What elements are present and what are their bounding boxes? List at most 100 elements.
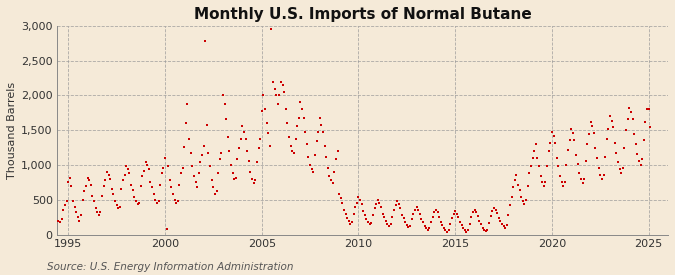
Point — [171, 200, 182, 205]
Point — [136, 184, 146, 188]
Point — [595, 173, 605, 177]
Point — [192, 185, 202, 189]
Point — [121, 164, 132, 169]
Point — [274, 93, 285, 98]
Point — [324, 174, 335, 178]
Point — [308, 170, 319, 174]
Point — [477, 226, 488, 230]
Point — [375, 205, 386, 209]
Point — [450, 209, 460, 213]
Point — [61, 199, 72, 204]
Point — [335, 196, 346, 201]
Point — [188, 174, 199, 178]
Point — [453, 215, 464, 219]
Point — [348, 211, 359, 216]
Point — [474, 219, 485, 224]
Point — [306, 167, 317, 171]
Point — [585, 120, 596, 124]
Point — [553, 164, 564, 169]
Point — [53, 219, 64, 223]
Point — [512, 182, 523, 187]
Point — [237, 124, 248, 128]
Point — [601, 136, 612, 141]
Point — [128, 188, 138, 192]
Point — [74, 219, 85, 223]
Point — [316, 122, 327, 127]
Point — [549, 141, 560, 145]
Point — [443, 228, 454, 233]
Point — [611, 150, 622, 155]
Point — [456, 223, 467, 227]
Point — [317, 130, 328, 134]
Point — [445, 222, 456, 226]
Point — [382, 221, 393, 226]
Point — [70, 205, 80, 209]
Point — [258, 93, 269, 98]
Point — [637, 157, 647, 162]
Point — [266, 27, 277, 32]
Point — [643, 107, 654, 112]
Point — [527, 156, 538, 160]
Point — [355, 198, 366, 202]
Point — [440, 228, 451, 233]
Point — [209, 192, 220, 196]
Point — [194, 171, 205, 176]
Point — [427, 214, 438, 219]
Point — [400, 220, 410, 224]
Point — [371, 202, 381, 206]
Point — [232, 157, 243, 162]
Point — [80, 184, 91, 188]
Point — [97, 194, 107, 199]
Point — [416, 217, 427, 222]
Point — [511, 173, 522, 177]
Point — [116, 187, 127, 192]
Point — [217, 93, 228, 98]
Point — [379, 214, 389, 219]
Point — [547, 130, 558, 134]
Point — [441, 230, 452, 234]
Point — [350, 205, 360, 209]
Point — [406, 217, 417, 222]
Point — [599, 155, 610, 159]
Point — [462, 228, 473, 233]
Point — [82, 175, 93, 180]
Point — [92, 210, 103, 214]
Point — [215, 157, 225, 162]
Point — [487, 209, 497, 213]
Point — [246, 177, 257, 181]
Point — [300, 130, 310, 134]
Point — [151, 200, 162, 205]
Point — [383, 223, 394, 228]
Point — [597, 177, 608, 181]
Point — [578, 177, 589, 181]
Point — [408, 211, 418, 216]
Point — [561, 163, 572, 167]
Point — [535, 174, 546, 178]
Point — [506, 195, 517, 199]
Point — [284, 135, 294, 139]
Point — [489, 205, 500, 210]
Point — [225, 163, 236, 167]
Point — [88, 199, 99, 204]
Point — [182, 102, 193, 106]
Point — [570, 153, 581, 158]
Point — [294, 116, 304, 120]
Point — [537, 180, 547, 184]
Point — [498, 224, 509, 229]
Point — [219, 102, 230, 106]
Point — [522, 184, 533, 188]
Point — [271, 93, 281, 98]
Point — [333, 192, 344, 196]
Point — [95, 210, 106, 214]
Point — [500, 226, 510, 230]
Point — [394, 202, 404, 206]
Point — [297, 107, 308, 112]
Point — [603, 127, 614, 131]
Point — [340, 211, 351, 216]
Point — [158, 166, 169, 170]
Point — [460, 228, 470, 233]
Point — [556, 180, 567, 184]
Point — [319, 143, 330, 148]
Point — [555, 174, 566, 178]
Point — [65, 175, 76, 180]
